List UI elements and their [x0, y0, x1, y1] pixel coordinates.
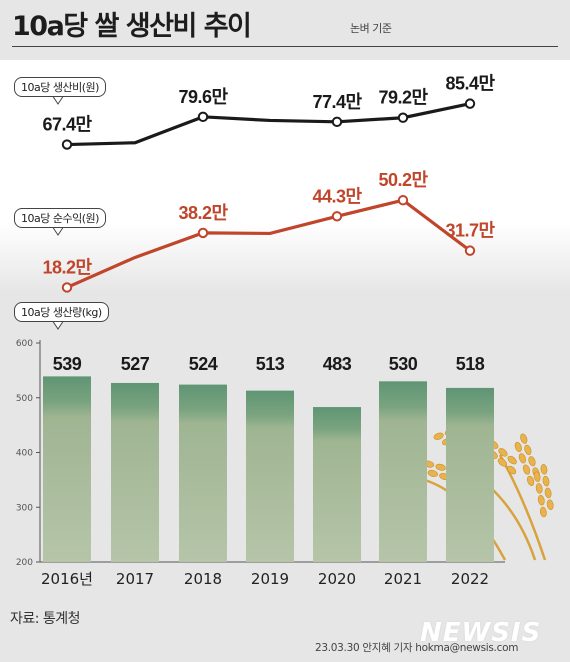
source-note: 자료: 통계청 [10, 611, 81, 627]
credit-line: 23.03.30 안지혜 기자 hokma@newsis.com [315, 642, 519, 654]
series-point [464, 98, 476, 109]
series-value-label: 18.2만 [42, 257, 92, 277]
series-line [66, 102, 471, 147]
bar-y-tick-label: 600 [16, 339, 33, 349]
cost-income-line-chart: 67.4만 79.6만 77.4만 79.2만 85.4만 18.2만 38.2만 44.3만… [42, 74, 496, 330]
production-bar-chart: 600 500 400 300 200 539 2016년 527 2017 524 2018 513… [16, 339, 505, 588]
year-label: 2017 [116, 570, 154, 588]
series-value-label: 38.2만 [178, 203, 228, 223]
year-label: 2022 [451, 570, 489, 588]
series-value-label: 31.7만 [445, 221, 495, 241]
series-line [66, 198, 471, 289]
production-bar [446, 387, 494, 562]
production-value-label: 539 [53, 354, 82, 374]
year-label: 2016년 [41, 570, 93, 588]
series-value-label: 79.2만 [378, 88, 428, 108]
year-label: 2018 [184, 570, 222, 588]
series-value-label: 85.4만 [445, 74, 495, 94]
production-bar [43, 376, 91, 562]
production-bar [379, 381, 427, 562]
series-value-label: 67.4만 [42, 115, 92, 135]
production-value-label: 483 [323, 354, 352, 374]
page-title: 10a당 쌀 생산비 추이 [12, 11, 252, 42]
year-label: 2021 [384, 570, 422, 588]
series-point [61, 282, 73, 293]
year-label: 2019 [251, 570, 289, 588]
title-divider [12, 46, 558, 47]
series-point [331, 116, 343, 128]
bar-y-tick-label: 400 [16, 449, 33, 459]
series-point [197, 227, 209, 239]
year-label: 2020 [318, 570, 356, 588]
income-series-label: 10a당 순수익(원) [14, 208, 106, 228]
series-point [464, 245, 476, 256]
production-series-label: 10a당 생산량(kg) [14, 302, 109, 322]
series-point [397, 112, 409, 123]
production-bar [246, 390, 294, 562]
production-value-label: 524 [189, 354, 218, 374]
production-bar [313, 407, 361, 562]
series-point [331, 211, 343, 222]
line-chart-panel [0, 60, 570, 292]
series-point [197, 111, 209, 123]
production-bar [179, 384, 227, 562]
series-value-label: 79.6만 [178, 87, 228, 107]
page-subtitle: 논벼 기준 [350, 22, 392, 35]
newsis-logo: NEWSIS [420, 618, 542, 648]
series-point [397, 194, 409, 206]
series-value-label: 50.2만 [378, 170, 428, 190]
bar-y-tick-label: 300 [16, 503, 33, 513]
bar-y-tick-label: 500 [16, 394, 33, 404]
production-value-label: 513 [256, 354, 285, 374]
series-value-label: 44.3만 [312, 186, 362, 206]
production-value-label: 518 [456, 354, 485, 374]
series-value-label: 77.4만 [312, 92, 362, 112]
bar-y-tick-label: 200 [16, 558, 33, 568]
production-value-label: 527 [121, 354, 150, 374]
production-bar [111, 382, 159, 562]
cost-series-label: 10a당 생산비(원) [14, 77, 106, 97]
series-point [61, 139, 73, 150]
production-value-label: 530 [389, 354, 418, 374]
